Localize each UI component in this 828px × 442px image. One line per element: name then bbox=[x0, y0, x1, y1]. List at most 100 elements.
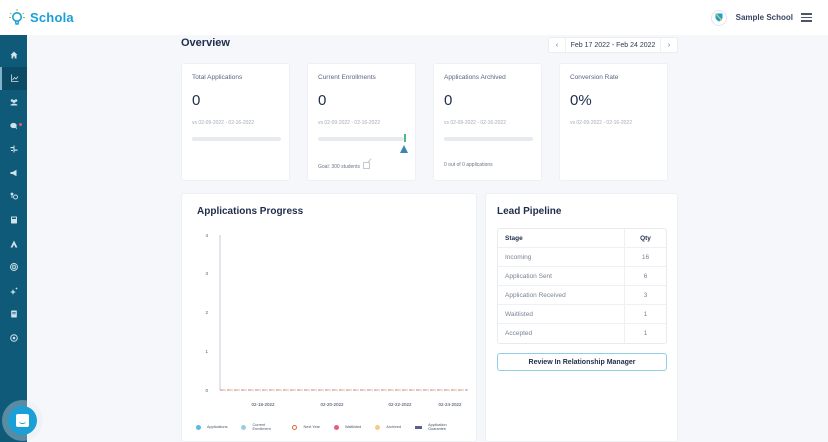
legend-next-year[interactable]: Next Year bbox=[292, 424, 320, 430]
x-tick: 02-18-2022 bbox=[251, 402, 275, 407]
sidebar-item-target[interactable] bbox=[0, 255, 27, 279]
sidebar-item-support[interactable] bbox=[0, 326, 27, 350]
bar-icon bbox=[415, 425, 423, 429]
goal-marker bbox=[404, 134, 406, 142]
archived-footer: 0 out of 0 applications bbox=[444, 162, 493, 168]
hamburger-icon[interactable] bbox=[801, 13, 812, 22]
sidebar-item-calculator[interactable] bbox=[0, 208, 27, 232]
sidebar bbox=[0, 35, 27, 442]
triangle-indicator-icon bbox=[400, 145, 408, 153]
applications-archived-card: Applications Archived 0 vs 02-09-2022 - … bbox=[433, 63, 542, 181]
x-tick: 02-24-2022 bbox=[438, 402, 462, 407]
card-compare: vs 02-09-2022 - 02-16-2022 bbox=[570, 120, 632, 126]
stage-cell: Application Received bbox=[498, 286, 625, 304]
megaphone-icon bbox=[10, 169, 16, 176]
legend-application-guarantee[interactable]: Application Guarantee bbox=[415, 423, 454, 431]
sidebar-item-analytics[interactable] bbox=[0, 66, 27, 91]
pipeline-table: Stage Qty Incoming 16 Application Sent 6… bbox=[497, 228, 667, 344]
card-value: 0% bbox=[570, 92, 592, 109]
legend-waitlisted[interactable]: Waitlisted bbox=[333, 424, 361, 430]
legend-current-enrollment[interactable]: Current Enrollment bbox=[241, 423, 278, 431]
document-icon bbox=[10, 310, 17, 318]
edit-icon[interactable] bbox=[363, 162, 371, 169]
next-range-button[interactable]: › bbox=[667, 41, 671, 49]
y-tick: 3 bbox=[205, 271, 208, 276]
y-tick: 4 bbox=[205, 233, 208, 238]
dot-icon bbox=[196, 424, 201, 430]
legend-applications[interactable]: Applications bbox=[196, 424, 227, 430]
users-icon bbox=[10, 99, 17, 106]
card-compare: vs 02-09-2022 - 02-16-2022 bbox=[318, 120, 380, 126]
sidebar-item-messages[interactable] bbox=[0, 114, 27, 138]
progress-bar bbox=[318, 137, 404, 141]
logo[interactable]: Schola bbox=[8, 8, 74, 28]
table-row: Waitlisted 1 bbox=[498, 305, 666, 324]
app-name: Schola bbox=[30, 10, 74, 25]
column-header-qty: Qty bbox=[640, 234, 651, 242]
dot-icon bbox=[375, 424, 381, 430]
sitemap-icon bbox=[10, 240, 17, 248]
home-icon bbox=[10, 51, 17, 59]
shield-icon bbox=[715, 13, 723, 22]
x-tick: 02-20-2022 bbox=[320, 402, 344, 407]
progress-bar bbox=[192, 137, 281, 141]
account-area: Sample School bbox=[710, 0, 812, 35]
sidebar-item-workflows[interactable] bbox=[0, 137, 27, 161]
table-row: Application Received 3 bbox=[498, 286, 666, 305]
previous-range-button[interactable]: ‹ bbox=[555, 41, 559, 49]
goal-footer: Goal: 300 students bbox=[318, 162, 371, 170]
stage-cell: Waitlisted bbox=[498, 305, 625, 323]
goal-label: Goal: 300 students bbox=[318, 164, 360, 170]
calculator-icon bbox=[10, 216, 17, 224]
school-avatar[interactable] bbox=[710, 9, 727, 26]
sidebar-item-magic[interactable] bbox=[0, 279, 27, 303]
target-icon bbox=[9, 263, 18, 272]
sidebar-item-campaigns[interactable] bbox=[0, 161, 27, 185]
chat-icon bbox=[9, 122, 17, 130]
y-tick: 2 bbox=[205, 310, 208, 315]
card-compare: vs 02-09-2022 - 02-16-2022 bbox=[444, 120, 506, 126]
settings-sliders-icon bbox=[10, 145, 17, 153]
applications-progress-chart: 4 3 2 1 0 02-18-2022 02-20-2022 02-22-20… bbox=[182, 224, 478, 414]
table-header: Stage Qty bbox=[498, 229, 666, 248]
x-tick: 02-22-2022 bbox=[388, 402, 412, 407]
chat-launcher-button[interactable] bbox=[8, 406, 37, 435]
table-row: Application Sent 6 bbox=[498, 267, 666, 286]
review-relationship-manager-button[interactable]: Review In Relationship Manager bbox=[497, 353, 667, 371]
sidebar-item-home[interactable] bbox=[0, 43, 27, 67]
progress-bar bbox=[444, 137, 533, 141]
total-applications-card: Total Applications 0 vs 02-09-2022 - 02-… bbox=[181, 63, 290, 181]
y-tick: 0 bbox=[205, 388, 208, 393]
school-name[interactable]: Sample School bbox=[735, 13, 793, 22]
page-title: Overview bbox=[181, 37, 230, 49]
sidebar-item-locations[interactable] bbox=[0, 185, 27, 209]
qty-cell: 6 bbox=[643, 272, 648, 280]
card-title: Current Enrollments bbox=[318, 74, 376, 81]
applications-progress-card: Applications Progress 4 3 2 1 0 02-18-20… bbox=[181, 193, 477, 442]
card-value: 0 bbox=[444, 92, 453, 109]
chat-icon bbox=[16, 414, 29, 427]
date-range-label[interactable]: Feb 17 2022 - Feb 24 2022 bbox=[565, 38, 661, 52]
card-title: Total Applications bbox=[192, 74, 243, 81]
sidebar-item-documents[interactable] bbox=[0, 303, 27, 327]
stage-cell: Application Sent bbox=[498, 267, 625, 285]
table-row: Accepted 1 bbox=[498, 324, 666, 343]
legend-archived[interactable]: Archived bbox=[375, 424, 401, 430]
card-title: Applications Progress bbox=[197, 206, 304, 217]
dot-icon bbox=[241, 424, 247, 430]
qty-cell: 3 bbox=[643, 291, 648, 299]
notification-dot bbox=[19, 122, 22, 126]
table-row: Incoming 16 bbox=[498, 248, 666, 267]
qty-cell: 16 bbox=[641, 253, 650, 261]
qty-cell: 1 bbox=[643, 330, 648, 337]
lead-pipeline-card: Lead Pipeline Stage Qty Incoming 16 Appl… bbox=[485, 193, 678, 442]
column-header-stage: Stage bbox=[498, 229, 625, 247]
card-title: Conversion Rate bbox=[570, 74, 619, 81]
y-tick: 1 bbox=[205, 349, 208, 354]
stage-cell: Incoming bbox=[498, 248, 625, 266]
card-compare: vs 02-09-2022 - 02-16-2022 bbox=[192, 120, 254, 126]
lightbulb-icon bbox=[9, 8, 25, 25]
sparkle-icon bbox=[9, 287, 17, 295]
sidebar-item-users[interactable] bbox=[0, 90, 27, 114]
sidebar-item-structure[interactable] bbox=[0, 232, 27, 256]
